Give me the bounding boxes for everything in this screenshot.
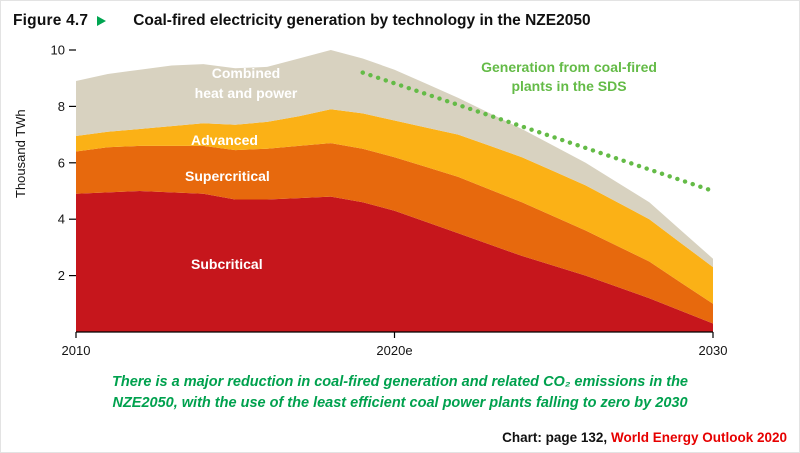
sds-line-annotation: Generation from coal-fired plants in the… — [419, 58, 719, 96]
figure-arrow-icon — [97, 16, 107, 26]
credit-source: Chart: page 132, — [502, 430, 608, 445]
footnote-line1: There is a major reduction in coal-fired… — [112, 374, 688, 390]
chart-area: Thousand TWh 2 4 6 8 10 2010 2020e 2030 Combine… — [1, 34, 799, 364]
y-tick-label: 4 — [58, 212, 65, 227]
area-chp — [76, 50, 713, 268]
stacked-area-chart: 2 4 6 8 10 2010 2020e 2030 — [51, 43, 728, 359]
label-combined-heat-power: Combined heat and power — [164, 64, 328, 103]
y-tick-label: 10 — [51, 43, 65, 58]
x-tick-label: 2030 — [699, 343, 728, 358]
sds-projection-line — [360, 70, 716, 194]
y-tick-label: 2 — [58, 268, 65, 283]
y-tick-label: 6 — [58, 155, 65, 170]
area-supercritical — [76, 143, 713, 324]
label-chp-line2: heat and power — [194, 84, 298, 101]
x-tick-label: 2020e — [376, 343, 412, 358]
area-subcritical — [76, 191, 713, 332]
figure-header: Figure 4.7 Coal-fired electricity genera… — [1, 1, 799, 30]
label-subcritical: Subcritical — [191, 256, 263, 272]
label-advanced: Advanced — [191, 132, 258, 148]
sds-annotation-line2: plants in the SDS — [511, 77, 627, 94]
footnote-line2: NZE2050, with the use of the least effic… — [112, 395, 688, 412]
figure-footnote: There is a major reduction in coal-fired… — [1, 372, 799, 414]
figure-label: Figure 4.7 — [13, 12, 89, 29]
credit-publication: World Energy Outlook 2020 — [610, 430, 787, 445]
credit-line: Chart: page 132, World Energy Outlook 20… — [502, 430, 787, 445]
figure-title: Coal-fired electricity generation by tec… — [133, 12, 591, 29]
area-advanced — [76, 109, 713, 304]
x-tick-label: 2010 — [62, 343, 91, 358]
label-supercritical: Supercritical — [185, 168, 270, 184]
sds-annotation-line1: Generation from coal-fired — [481, 59, 657, 75]
y-tick-label: 8 — [58, 99, 65, 114]
label-chp-line1: Combined — [211, 65, 281, 81]
